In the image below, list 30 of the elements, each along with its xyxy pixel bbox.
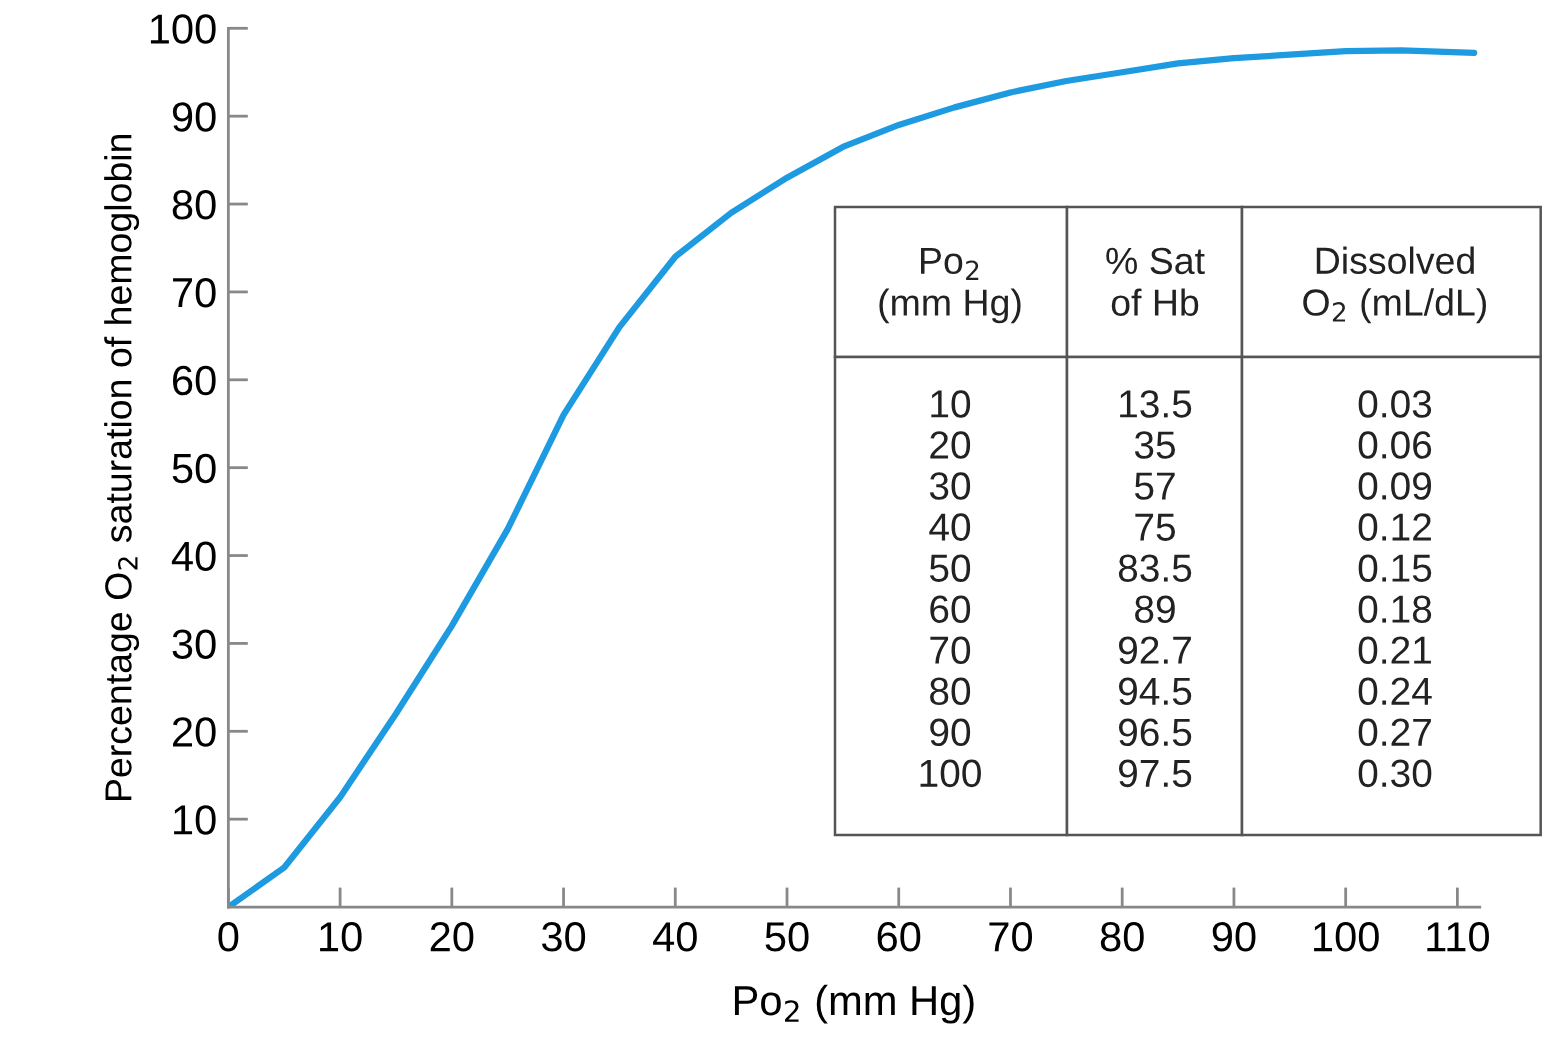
x-tick-label: 40 [653, 922, 697, 952]
text: 10 20 30 40 50 60 70 80 90 100 [920, 390, 981, 788]
x-axis-title: Po$_{2}$ (mm Hg) [734, 984, 974, 1024]
annotation: Po$_{2}$ (mm Hg) [879, 247, 1021, 324]
y-tick-label: 90 [172, 102, 216, 132]
x-tick-label: 0 [218, 922, 239, 952]
x-tick-label: 30 [541, 922, 586, 952]
y-tick-label: 50 [172, 453, 216, 484]
text: 13.5 35 57 75 83.5 89 92.7 94.5 96.5 97.5 [1118, 390, 1192, 788]
y-tick-label: 100 [150, 14, 216, 44]
text: 0.03 0.06 0.09 0.12 0.15 0.18 0.21 0.24 0.27 0.30 [1358, 390, 1432, 788]
y-tick-label: 70 [173, 277, 216, 308]
y-tick-label: 40 [171, 541, 216, 572]
x-tick-label: 50 [765, 922, 809, 952]
x-tick-label: 90 [1212, 922, 1256, 952]
y-tick-label: 20 [173, 717, 216, 747]
x-tick-label: 10 [320, 922, 362, 952]
y-tick-label: 80 [172, 190, 216, 220]
annotation: Dissolved O$_{2}$ (mL/dL) [1303, 246, 1486, 324]
y-axis-title: Percentage O$_{2}$ saturation of hemoglobin [104, 134, 140, 801]
x-tick-label: 70 [989, 922, 1033, 952]
x-tick-label: 80 [1100, 922, 1144, 952]
x-tick-label: 20 [430, 922, 474, 952]
y-tick-label: 10 [174, 805, 216, 835]
y-tick-label: 30 [172, 629, 216, 659]
x-tick-label: 100 [1314, 922, 1379, 952]
annotation: % Sat of Hb [1106, 247, 1205, 316]
x-tick-label: 110 [1427, 922, 1489, 952]
y-tick-label: 60 [173, 365, 216, 396]
x-tick-label: 60 [877, 922, 921, 952]
